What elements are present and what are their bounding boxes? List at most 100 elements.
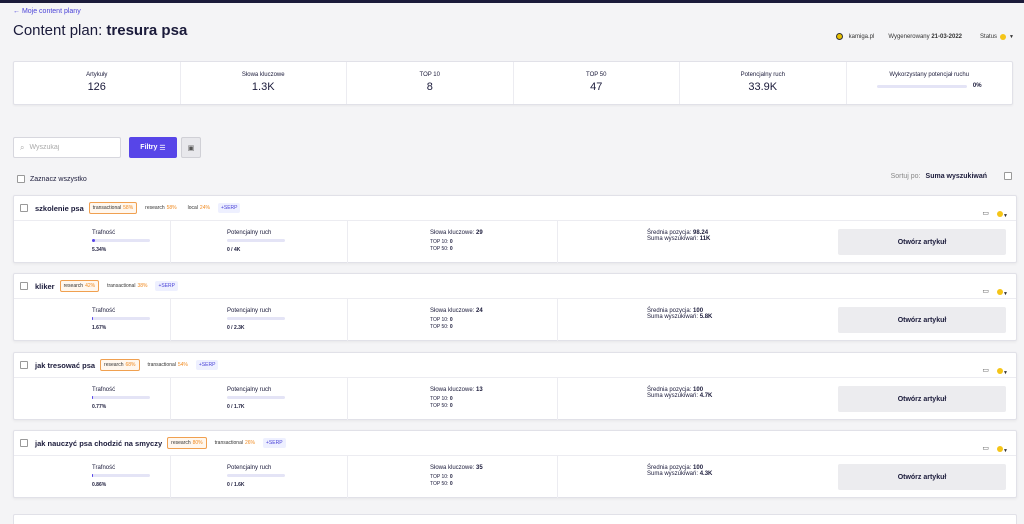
article-title[interactable]: jak tresować psa (35, 360, 96, 370)
article-checkbox[interactable] (20, 361, 28, 369)
top50-label: TOP 50: (430, 481, 449, 487)
stat-label: Wykorzystany potencjał ruchu (889, 72, 970, 78)
article-card: szkolenie psa transactional 58% research 58… (13, 195, 1017, 263)
serp-tag[interactable]: +SERP (155, 281, 178, 291)
fit-progress-fill (92, 317, 94, 320)
serp-tag[interactable]: +SERP (217, 203, 241, 213)
sort-value[interactable]: Suma wyszukiwań (925, 172, 987, 180)
top-counts: TOP 10: 0 TOP 50: 0 (430, 317, 557, 331)
sort-direction-checkbox[interactable] (1004, 172, 1012, 180)
traffic-cell: Potencjalny ruch 0 / 2.3K (171, 299, 348, 341)
keywords-value: 24 (476, 308, 483, 314)
fit-label: Trafność (92, 387, 116, 393)
article-checkbox[interactable] (20, 439, 28, 447)
filter-icon: ☰ (159, 144, 166, 152)
fit-progress-bar (92, 396, 150, 399)
avg-position: Średnia pozycja: 100 (647, 387, 836, 393)
chevron-down-icon: ▼ (1003, 291, 1008, 297)
open-article-button[interactable]: Otwórz artykuł (838, 229, 1006, 255)
stat-articles: Artykuły 126 (14, 62, 181, 104)
avg-position: Średnia pozycja: 100 (647, 465, 836, 471)
fit-cell: Trafność 1.67% (14, 299, 171, 341)
traffic-value: 0 / 2.3K (227, 325, 245, 331)
domain-logo-icon (835, 33, 843, 40)
status-dropdown[interactable]: ▼ (997, 282, 1008, 300)
open-article-button[interactable]: Otwórz artykuł (838, 464, 1006, 490)
article-checkbox[interactable] (20, 204, 28, 212)
open-article-button[interactable]: Otwórz artykuł (838, 386, 1006, 412)
plan-meta: kamiga.pl Wygenerowany 21-03-2022 Status… (835, 33, 1014, 40)
top50-label: TOP 50: (430, 403, 449, 409)
tag-name: transactional (147, 362, 176, 368)
traffic-cell: Potencjalny ruch 0 / 4K (171, 221, 348, 263)
fit-cell: Trafność 0.86% (14, 456, 171, 498)
comment-icon[interactable]: ▭ (982, 367, 990, 374)
search-sum-value: 11K (699, 236, 711, 242)
article-card: jak nauczyć psa chodzić na smyczy resear… (13, 430, 1017, 498)
article-actions: ▭ ▼ (982, 282, 1008, 300)
tag-name: transactional (214, 440, 243, 446)
intent-tag: transactional 58% (88, 202, 138, 214)
article-title[interactable]: szkolenie psa (35, 203, 84, 213)
generated-label: Wygenerowany (888, 33, 930, 40)
top-counts: TOP 10: 0 TOP 50: 0 (430, 239, 557, 253)
status-dot-icon (997, 211, 1004, 217)
back-link[interactable]: ← Moje content plany (13, 8, 81, 15)
sort-label: Sortuj po: (890, 172, 921, 180)
keywords-value: 29 (476, 230, 483, 236)
intent-tag: research 68% (100, 359, 140, 371)
avg-position-value: 100 (693, 387, 704, 393)
status-dot-icon (997, 368, 1004, 374)
status-dropdown[interactable]: ▼ (997, 361, 1008, 379)
comment-icon[interactable]: ▭ (982, 288, 990, 295)
top50-label: TOP 50: (430, 324, 449, 330)
floppy-disk-icon: ▣ (187, 144, 195, 152)
keywords-count: Słowa kluczowe: 13 (430, 387, 557, 393)
search-sum-value: 4.7K (699, 393, 713, 399)
tag-percent: 80% (192, 440, 203, 446)
serp-tag[interactable]: +SERP (263, 438, 286, 448)
article-title[interactable]: jak nauczyć psa chodzić na smyczy (35, 438, 163, 448)
tag-name: research (171, 440, 191, 446)
keywords-cell: Słowa kluczowe: 24 TOP 10: 0 TOP 50: 0 (348, 299, 558, 341)
select-all-checkbox[interactable] (17, 175, 25, 183)
save-button[interactable]: ▣ (181, 137, 201, 158)
sort-control[interactable]: Sortuj po: Suma wyszukiwań (891, 172, 1012, 180)
keywords-cell: Słowa kluczowe: 35 TOP 10: 0 TOP 50: 0 (348, 456, 558, 498)
status-dropdown[interactable]: ▼ (997, 439, 1008, 457)
fit-label: Trafność (92, 308, 116, 314)
potential-progress-bar (876, 84, 967, 88)
avg-position: Średnia pozycja: 98.24 (647, 230, 836, 236)
stat-value: 47 (590, 81, 603, 93)
stat-traffic: Potencjalny ruch 33.9K (680, 62, 847, 104)
comment-icon[interactable]: ▭ (982, 445, 990, 452)
avg-position-label: Średnia pozycja: (647, 465, 692, 471)
avg-position: Średnia pozycja: 100 (647, 308, 836, 314)
search-input[interactable] (29, 144, 110, 151)
fit-progress-bar (92, 239, 150, 242)
tag-percent: 38% (137, 283, 148, 289)
stat-value: 126 (87, 81, 106, 93)
open-article-button[interactable]: Otwórz artykuł (838, 307, 1006, 333)
search-icon: ⌕ (20, 142, 25, 152)
avg-position-label: Średnia pozycja: (647, 308, 692, 314)
article-checkbox[interactable] (20, 282, 28, 290)
status-dropdown[interactable]: Status ▼ (980, 33, 1014, 40)
keywords-cell: Słowa kluczowe: 13 TOP 10: 0 TOP 50: 0 (348, 378, 558, 420)
filter-button[interactable]: Filtry ☰ (129, 137, 177, 158)
tag-name: research (63, 283, 84, 289)
article-card-partial (13, 514, 1017, 524)
select-all[interactable]: Zaznacz wszystko (17, 175, 87, 183)
search-sum-value: 5.8K (699, 314, 713, 320)
top10-value: 0 (449, 317, 453, 323)
comment-icon[interactable]: ▭ (982, 210, 990, 217)
search-sum: Suma wyszukiwań: 5.8K (647, 314, 836, 320)
select-all-label: Zaznacz wszystko (30, 175, 87, 183)
serp-tag[interactable]: +SERP (195, 360, 219, 370)
traffic-progress-bar (227, 396, 285, 399)
top10-value: 0 (449, 239, 453, 245)
status-dropdown[interactable]: ▼ (997, 204, 1008, 222)
fit-progress-fill (92, 396, 94, 399)
search-box[interactable]: ⌕ (13, 137, 121, 158)
article-title[interactable]: kliker (35, 281, 55, 291)
